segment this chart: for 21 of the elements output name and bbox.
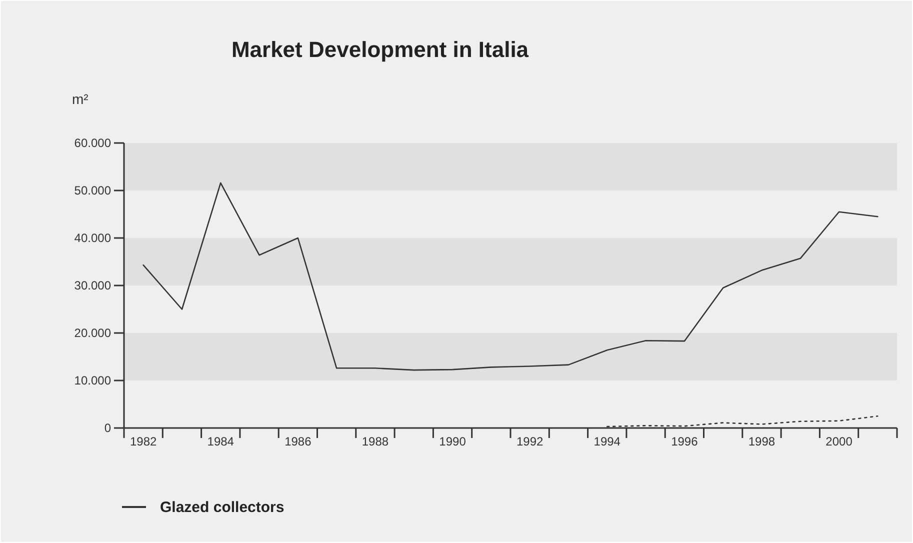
y-tick-label: 0	[104, 420, 112, 435]
y-tick-label: 60.000	[74, 136, 112, 150]
chart-title: Market Development in Italia	[231, 37, 530, 62]
x-tick-label: 1996	[671, 434, 698, 448]
x-tick-label: 1990	[439, 434, 466, 448]
y-tick-label: 30.000	[74, 278, 112, 292]
y-axis-title: m²	[72, 91, 89, 107]
x-tick-label: 1986	[284, 434, 312, 448]
x-tick-label: 2000	[826, 434, 853, 448]
y-tick-label: 40.000	[74, 230, 112, 245]
y-tick-label: 50.000	[74, 183, 112, 198]
x-tick-label: 1984	[207, 434, 234, 448]
x-tick-label: 1998	[748, 434, 776, 448]
x-tick-label: 1982	[130, 434, 157, 448]
line-series	[142, 182, 878, 371]
legend-label: Glazed collectors	[160, 499, 284, 516]
x-tick-label: 1992	[516, 434, 544, 448]
x-tick-label: 1988	[362, 434, 389, 448]
y-tick-label: 20.000	[74, 326, 112, 340]
y-tick-label: 10.000	[74, 373, 112, 388]
x-tick-label: 1994	[594, 434, 621, 448]
